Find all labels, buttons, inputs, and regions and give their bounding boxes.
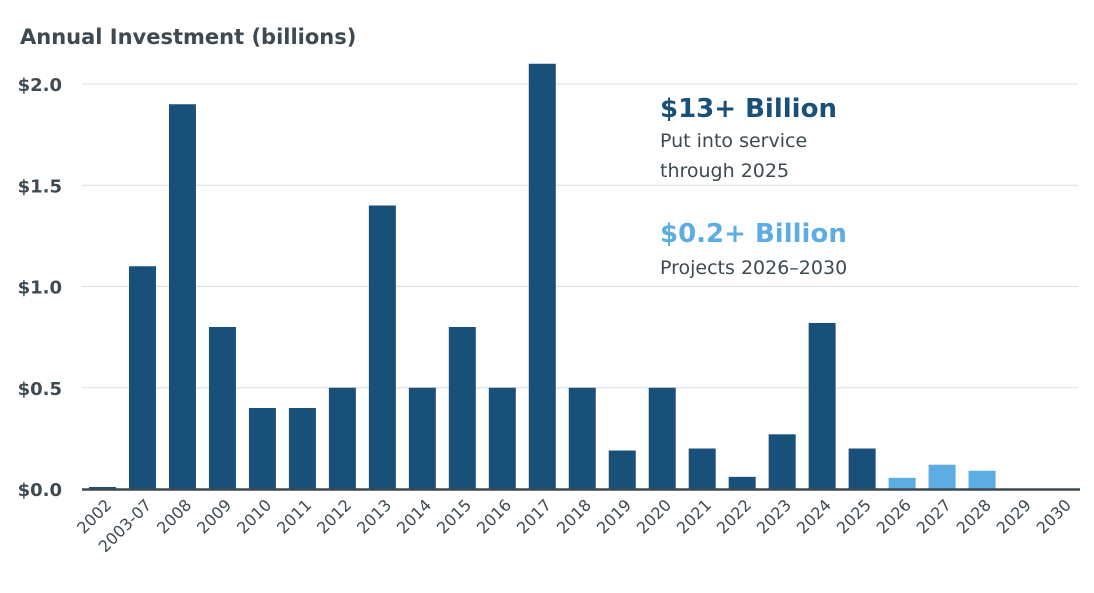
bar-2013 — [368, 205, 396, 489]
x-tick-label: 2020 — [633, 495, 675, 537]
bar-2026 — [888, 477, 916, 489]
bar-2021 — [688, 448, 716, 489]
bar-2012 — [328, 387, 356, 489]
x-tick-label: 2014 — [393, 495, 435, 537]
x-tick-label: 2012 — [313, 495, 355, 537]
bar-2003-07 — [128, 266, 156, 489]
bar-2024 — [808, 322, 836, 489]
x-tick-label: 2019 — [593, 495, 635, 537]
x-tick-label: 2025 — [833, 495, 875, 537]
x-tick-label: 2024 — [793, 495, 835, 537]
y-tick-label: $0.0 — [18, 480, 62, 501]
bar-2002 — [89, 486, 116, 489]
bar-2027 — [928, 464, 956, 489]
bar-2019 — [608, 450, 636, 489]
annotation-projected: $0.2+ Billion Projects 2026–2030 — [660, 219, 847, 279]
x-tick-label: 2023 — [753, 495, 795, 537]
x-tick-label: 2018 — [553, 495, 595, 537]
x-tick-label: 2010 — [233, 495, 275, 537]
y-tick-label: $1.5 — [18, 176, 62, 197]
annotation-line: Projects 2026–2030 — [660, 257, 847, 279]
bar-2016 — [488, 387, 516, 489]
annotation-in-service: $13+ Billion Put into service through 20… — [660, 94, 837, 182]
bar-2015 — [448, 327, 476, 489]
bar-2014 — [408, 387, 436, 489]
y-tick-label: $0.5 — [18, 379, 62, 400]
annotation-headline: $0.2+ Billion — [660, 219, 847, 249]
x-tick-label: 2027 — [913, 495, 955, 537]
y-tick-label: $2.0 — [18, 75, 62, 96]
x-tick-label: 2029 — [993, 495, 1035, 537]
x-tick-label: 2009 — [193, 495, 235, 537]
bar-2011 — [288, 408, 316, 489]
x-tick-label: 2017 — [513, 495, 555, 537]
x-tick-label: 2030 — [1033, 495, 1075, 537]
x-tick-label: 2008 — [153, 495, 195, 537]
x-tick-label: 2026 — [873, 495, 915, 537]
x-tick-label: 2013 — [353, 495, 395, 537]
bar-2023 — [768, 434, 796, 489]
x-tick-label: 2011 — [273, 495, 315, 537]
bar-2020 — [648, 387, 676, 489]
annotation-line: through 2025 — [660, 160, 789, 182]
x-tick-label: 2015 — [433, 495, 475, 537]
bar-2022 — [728, 476, 756, 489]
annotation-headline: $13+ Billion — [660, 94, 837, 124]
bar-2028 — [968, 470, 996, 489]
x-tick-label: 2022 — [713, 495, 755, 537]
bar-2009 — [208, 327, 236, 489]
x-tick-label: 2028 — [953, 495, 995, 537]
bar-2018 — [568, 387, 596, 489]
y-tick-label: $1.0 — [18, 278, 62, 299]
x-tick-label: 2021 — [673, 495, 715, 537]
bar-2017 — [528, 63, 556, 489]
bar-2008 — [168, 104, 196, 489]
annotation-line: Put into service — [660, 130, 807, 152]
bar-2010 — [248, 408, 276, 489]
x-tick-label: 2016 — [473, 495, 515, 537]
bar-2025 — [848, 448, 876, 489]
y-axis-title: Annual Investment (billions) — [20, 25, 356, 49]
